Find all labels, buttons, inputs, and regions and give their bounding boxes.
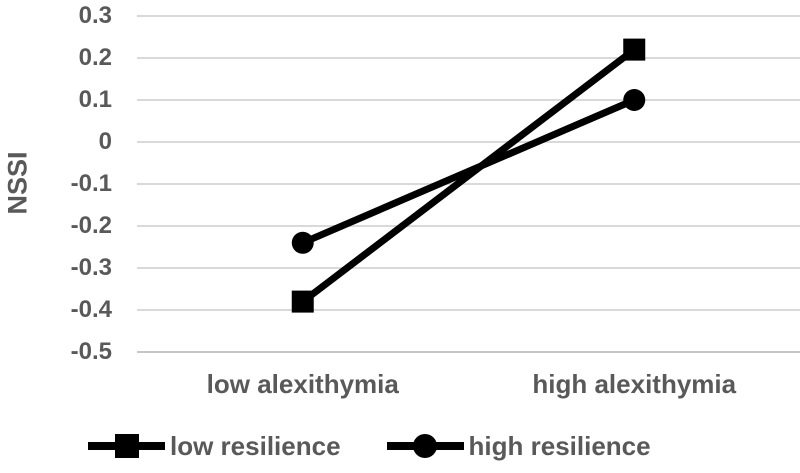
y-axis-tick: -0.5 [70, 338, 112, 365]
y-axis-tick: -0.2 [70, 212, 112, 239]
y-axis-tick: -0.3 [70, 254, 112, 281]
legend-line-sample [88, 434, 165, 458]
legend-label: low resilience [170, 431, 341, 461]
x-axis-label-low-alexithymia: low alexithymia [206, 369, 399, 399]
x-axis-label-high-alexithymia: high alexithymia [532, 369, 737, 399]
y-axis-tick: -0.4 [70, 296, 112, 323]
square-marker-icon [114, 434, 139, 458]
circle-marker-icon [413, 434, 438, 458]
y-axis-tick: 0.2 [78, 44, 112, 71]
legend-line-sample [386, 434, 464, 458]
y-axis-tick: -0.1 [70, 170, 112, 197]
y-axis-tick: 0.1 [78, 86, 112, 113]
legend-item-low-resilience: low resilience [88, 433, 341, 459]
legend-item-high-resilience: high resilience [386, 431, 651, 461]
y-axis-tick: 0.3 [78, 2, 112, 29]
chart-legend: low resilience high resilience [88, 433, 651, 459]
y-axis-tick: 0 [98, 128, 112, 155]
legend-label: high resilience [468, 431, 651, 461]
